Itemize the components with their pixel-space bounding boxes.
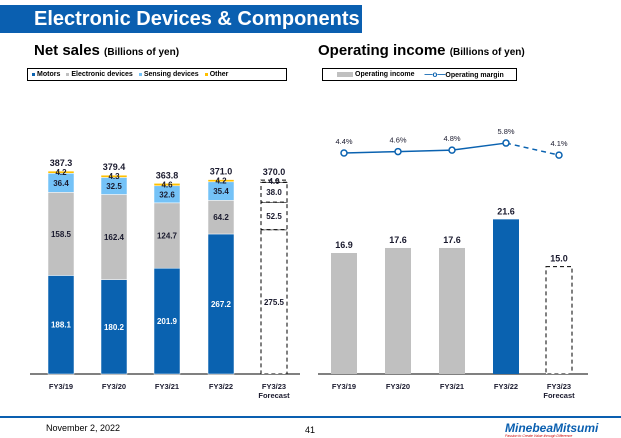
margin-label: 4.8% — [443, 134, 460, 143]
legend-motors: Motors — [32, 71, 60, 78]
margin-label: 4.6% — [389, 136, 406, 145]
forecast-segment-3 — [260, 179, 288, 183]
data-label: 52.5 — [266, 212, 282, 221]
data-label: 4.0 — [268, 177, 280, 186]
legend-electronic-devices: Electronic devices — [66, 71, 133, 78]
x-tick-label: FY3/20 — [386, 382, 410, 391]
margin-label: 4.1% — [550, 139, 567, 148]
bar-other — [100, 174, 128, 178]
total-label: 363.8 — [156, 170, 179, 180]
bar-operating-income — [493, 219, 519, 374]
data-label: 21.6 — [497, 206, 515, 216]
x-tick-label: FY3/19 — [332, 382, 356, 391]
data-label: 4.6 — [161, 180, 173, 189]
x-tick-label: FY3/21 — [155, 382, 179, 391]
bar-other — [207, 179, 235, 183]
net-sales-heading: Net sales (Billions of yen) — [34, 42, 180, 59]
footer-divider — [0, 416, 621, 418]
data-label: 158.5 — [51, 230, 72, 239]
x-tick-label: FY3/22 — [494, 382, 518, 391]
bar-operating-income — [385, 247, 411, 374]
data-label: 180.2 — [104, 323, 125, 332]
forecast-segment-0 — [260, 229, 288, 375]
bar-electronic-devices — [153, 202, 181, 269]
data-label: 15.0 — [550, 254, 568, 264]
data-label: 267.2 — [211, 300, 232, 309]
total-label: 370.0 — [263, 167, 286, 177]
data-label: 17.6 — [389, 235, 407, 245]
data-label: 16.9 — [335, 240, 353, 250]
legend-other: Other — [204, 71, 228, 78]
margin-point — [340, 149, 348, 157]
data-label: 17.6 — [443, 235, 461, 245]
bar-electronic-devices — [207, 200, 235, 235]
margin-line-segment — [343, 150, 399, 154]
x-tick-label: FY3/19 — [49, 382, 73, 391]
x-tick-label: FY3/22 — [209, 382, 233, 391]
operating-income-heading: Operating income (Billions of yen) — [318, 42, 525, 59]
data-label: 4.2 — [215, 177, 227, 186]
data-label: 38.0 — [266, 188, 282, 197]
legend-sensing-devices: Sensing devices — [138, 71, 199, 78]
x-tick-label: Forecast — [543, 391, 575, 400]
margin-point — [448, 146, 456, 154]
data-label: 64.2 — [213, 213, 229, 222]
x-tick-label: FY3/23 — [547, 382, 571, 391]
bar-operating-income — [439, 247, 465, 374]
margin-point — [394, 147, 402, 156]
data-label: 188.1 — [51, 321, 72, 330]
data-label: 36.4 — [53, 179, 69, 188]
operating-income-legend: Operating income —o—Operating margin — [322, 68, 517, 81]
legend-operating-margin: —o—Operating margin — [424, 70, 504, 79]
margin-label: 4.4% — [335, 137, 352, 146]
forecast-segment-2 — [260, 181, 288, 203]
net-sales-legend: Motors Electronic devices Sensing device… — [27, 68, 287, 81]
margin-point — [555, 151, 563, 159]
data-label: 35.4 — [213, 187, 229, 196]
total-label: 379.4 — [103, 162, 126, 172]
company-logo: MinebeaMitsumi — [505, 421, 599, 435]
data-label: 275.5 — [264, 298, 285, 307]
legend-operating-income: Operating income — [337, 71, 415, 78]
forecast-bar — [545, 266, 573, 375]
data-label: 4.2 — [55, 168, 67, 177]
data-label: 32.5 — [106, 182, 122, 191]
data-label: 124.7 — [157, 232, 178, 241]
total-label: 387.3 — [50, 158, 73, 168]
data-label: 4.3 — [108, 172, 120, 181]
company-tagline: Passion to Create Value through Differen… — [505, 434, 573, 438]
total-label: 371.0 — [210, 167, 233, 177]
margin-point — [502, 139, 510, 147]
x-tick-label: FY3/21 — [440, 382, 464, 391]
x-tick-label: FY3/20 — [102, 382, 126, 391]
data-label: 32.6 — [159, 190, 175, 199]
bar-other — [47, 170, 75, 174]
bar-operating-income — [331, 252, 357, 374]
forecast-segment-1 — [260, 201, 288, 231]
data-label: 201.9 — [157, 317, 178, 326]
x-tick-label: FY3/23 — [262, 382, 286, 391]
margin-line-segment — [397, 149, 453, 153]
margin-line-segment — [505, 142, 560, 156]
bar-other — [153, 183, 181, 187]
margin-line-segment — [451, 142, 507, 151]
x-tick-label: Forecast — [258, 391, 290, 400]
page-title: Electronic Devices & Components — [0, 5, 362, 33]
data-label: 162.4 — [104, 233, 125, 242]
margin-label: 5.8% — [497, 127, 514, 136]
footer-date: November 2, 2022 — [46, 423, 121, 433]
page-number: 41 — [305, 425, 316, 435]
